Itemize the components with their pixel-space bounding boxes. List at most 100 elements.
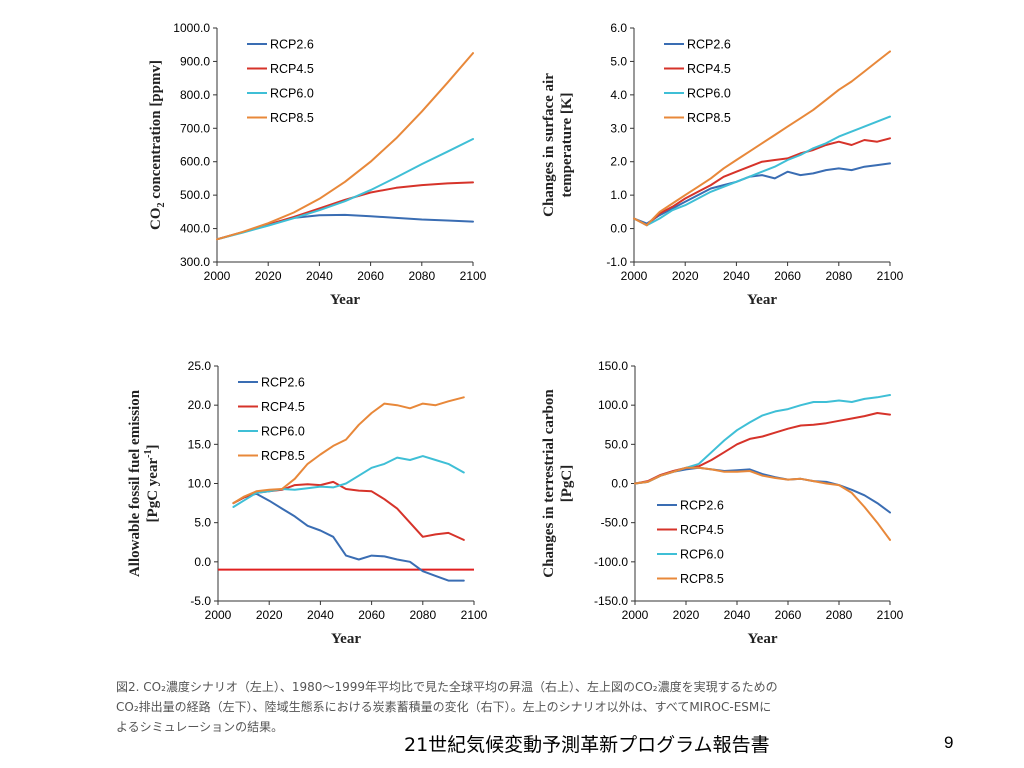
y-axis-title-line: temperature [K] [559,92,575,197]
y-tick-label: 2.0 [610,155,627,169]
x-tick-label: 2100 [460,269,487,283]
y-tick-label: 25.0 [188,359,212,373]
series-line-rcp2-6 [232,492,465,582]
series-line-rcp6-0 [232,455,465,508]
legend-label: RCP2.6 [680,499,724,513]
y-tick-label: 1000.0 [173,21,210,35]
superscript: -1 [143,450,154,458]
y-axis-title: Changes in terrestrial carbon [PgC] [541,389,575,578]
series-line-rcp8-5 [634,466,891,541]
caption-line-3: よるシミュレーションの結果。 [116,720,284,734]
y-tick-label: 15.0 [188,437,212,451]
y-tick-label: 800.0 [180,88,210,102]
chart-legend: RCP2.6 RCP4.5 RCP6.0 RCP8.5 [657,499,724,586]
page-number: 9 [944,733,954,752]
legend-label: RCP6.0 [680,548,724,562]
y-tick-label: 300.0 [180,255,210,269]
series-line-rcp4-5 [633,137,891,227]
x-tick-label: 2060 [358,608,385,622]
x-tick-label: 2020 [256,608,283,622]
legend-label: RCP6.0 [261,425,305,439]
x-tick-label: 2080 [825,269,852,283]
y-axis-title-line: [PgC year [145,458,161,523]
x-tick-label: 2040 [723,269,750,283]
caption-line-1: 図2. CO₂濃度シナリオ（左上）、1980～1999年平均比で見た全球平均の昇… [116,680,778,694]
x-axis-title: Year [330,292,360,308]
y-tick-label: 100.0 [598,398,628,412]
x-tick-label: 2020 [672,269,699,283]
chart-panel-3: -5.0 0.0 5.0 10.0 15.0 20.0 25.0 2000 2020 2040 20… [127,359,488,647]
y-tick-label: 0.0 [611,477,628,491]
y-axis-title-rest: concentration [ppmv] [148,60,164,203]
y-axis-title-line: Allowable fossil fuel emission [127,389,143,577]
y-tick-label: 900.0 [180,54,210,68]
chart-legend: RCP2.6 RCP4.5 RCP6.0 RCP8.5 [247,38,314,125]
y-tick-label: 600.0 [180,155,210,169]
y-tick-label: 400.0 [180,222,210,236]
x-tick-label: 2100 [461,608,488,622]
y-axis-title-line: Changes in surface air [541,73,557,217]
y-tick-label: 4.0 [610,88,627,102]
series-line-rcp2-6 [633,162,891,225]
caption-line-2: CO₂排出量の経路（左下）、陸域生態系における炭素蓄積量の変化（右下）。左上のシ… [116,700,772,714]
y-tick-label: -150.0 [594,594,628,608]
y-axis-title-line: [PgC] [559,465,575,503]
x-tick-label: 2000 [622,608,649,622]
y-tick-label: 6.0 [610,21,627,35]
subscript: 2 [156,203,167,208]
x-tick-label: 2020 [673,608,700,622]
x-tick-label: 2040 [306,269,333,283]
series-line-rcp4-5 [216,181,474,241]
report-title: 21世紀気候変動予測革新プログラム報告書 [404,734,770,756]
legend-label: RCP6.0 [687,87,731,101]
x-tick-label: 2020 [255,269,282,283]
chart-legend: RCP2.6 RCP4.5 RCP6.0 RCP8.5 [238,376,305,463]
legend-label: RCP4.5 [261,400,305,414]
chart-legend: RCP2.6 RCP4.5 RCP6.0 RCP8.5 [664,38,731,125]
x-axis-title: Year [331,631,361,647]
y-axis-title: Changes in surface air temperature [K] [541,73,575,217]
legend-label: RCP4.5 [270,62,314,76]
x-tick-label: 2000 [621,269,648,283]
x-tick-label: 2000 [204,269,231,283]
x-tick-label: 2080 [409,608,436,622]
y-tick-label: 5.0 [610,54,627,68]
series-line-rcp8-5 [232,396,465,505]
legend-label: RCP2.6 [687,38,731,52]
y-tick-label: -100.0 [594,555,628,569]
y-axis-title-line: CO [148,208,164,231]
series-line-rcp6-0 [216,138,474,241]
legend-label: RCP8.5 [680,572,724,586]
y-tick-label: 150.0 [598,359,628,373]
series-line-rcp4-5 [634,412,891,485]
legend-label: RCP8.5 [687,111,731,125]
x-axis-title: Year [748,631,778,647]
chart-panel-1: 300.0 400.0 500.0 600.0 700.0 800.0 900.0 1000.… [148,21,487,308]
legend-label: RCP4.5 [680,523,724,537]
legend-label: RCP6.0 [270,87,314,101]
x-tick-label: 2100 [877,608,904,622]
y-axis-title-line: Changes in terrestrial carbon [541,389,557,578]
legend-label: RCP8.5 [261,449,305,463]
x-axis-title: Year [747,292,777,308]
figure-caption: 図2. CO₂濃度シナリオ（左上）、1980～1999年平均比で見た全球平均の昇… [116,677,956,737]
chart-panel-2: -1.0 0.0 1.0 2.0 3.0 4.0 5.0 6.0 2000 2020 2040 206… [541,21,904,308]
series-line-rcp6-0 [633,115,891,227]
y-tick-label: 3.0 [610,121,627,135]
y-tick-label: 5.0 [194,516,211,530]
x-tick-label: 2060 [774,269,801,283]
y-tick-label: 20.0 [188,398,212,412]
y-tick-label: 700.0 [180,121,210,135]
x-tick-label: 2040 [724,608,751,622]
series-line-rcp8-5 [216,52,474,241]
y-axis-title: Allowable fossil fuel emission [PgC year-… [127,389,161,577]
x-tick-label: 2040 [307,608,334,622]
chart-panel-4: -150.0 -100.0 -50.0 0.0 50.0 100.0 150.0 2000 20… [541,359,904,647]
y-tick-label: 0.0 [194,555,211,569]
x-tick-label: 2060 [357,269,384,283]
y-tick-label: -5.0 [190,594,211,608]
y-tick-label: 0.0 [610,222,627,236]
legend-label: RCP8.5 [270,111,314,125]
y-tick-label: 50.0 [605,437,629,451]
